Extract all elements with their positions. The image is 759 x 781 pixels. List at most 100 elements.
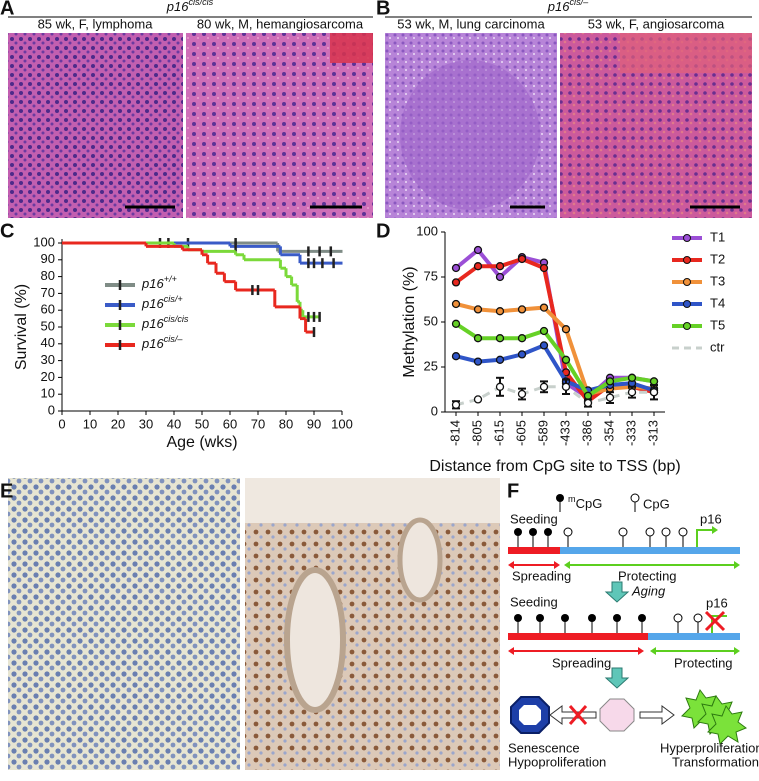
y-tick-label: 0	[48, 402, 55, 417]
y-tick-label: 80	[41, 268, 55, 283]
spreading-label: Spreading	[512, 568, 571, 583]
outcome-label: Hypoproliferation	[508, 754, 606, 769]
series-line	[454, 322, 655, 399]
legend-label: p16cis/cis	[141, 314, 189, 331]
x-tick-label: -313	[645, 420, 660, 446]
survival-curve	[62, 241, 316, 338]
y-tick-label: 30	[41, 352, 55, 367]
legend-label: T4	[710, 295, 725, 310]
seeding-label: Seeding	[510, 511, 558, 526]
data-point	[495, 334, 505, 343]
data-point	[473, 262, 483, 271]
data-point	[451, 299, 461, 309]
x-tick-label: -605	[513, 420, 528, 446]
y-axis-label: Methylation (%)	[401, 266, 418, 377]
data-point	[539, 341, 549, 350]
protecting-label: Protecting	[674, 655, 733, 670]
outcome-label: Senescence	[508, 740, 580, 755]
x-axis-label: Age (wks)	[166, 434, 237, 451]
y-tick-label: 20	[41, 369, 55, 384]
outcome-label: Hyperproliferation	[660, 740, 759, 755]
data-point	[517, 350, 527, 359]
aging-label: Aging	[631, 583, 666, 598]
outcome-label: Transformation	[672, 754, 759, 769]
data-point	[539, 326, 549, 336]
data-point	[561, 355, 571, 364]
genotype-title: p16cis/cis	[166, 0, 214, 14]
legend-marker	[683, 256, 691, 264]
ihc-detail	[284, 567, 346, 713]
x-tick-label: 100	[331, 416, 353, 431]
y-tick-label: 60	[41, 302, 55, 317]
y-tick-label: 70	[41, 285, 55, 300]
x-tick-label: 20	[111, 416, 125, 431]
legend-marker	[683, 322, 691, 330]
data-point	[473, 305, 483, 314]
legend-label: p16cis/–	[141, 334, 183, 351]
data-point	[605, 377, 615, 386]
x-tick-label: -805	[469, 420, 484, 446]
legend-label: p16cis/+	[141, 294, 183, 311]
x-tick-label: -433	[557, 420, 572, 446]
x-tick-label: 80	[279, 416, 293, 431]
x-tick-label: -386	[579, 420, 594, 446]
panel-label: A	[0, 0, 14, 19]
data-point	[451, 352, 461, 361]
data-point	[539, 382, 549, 391]
legend-label: T5	[710, 317, 725, 332]
y-tick-label: 10	[41, 386, 55, 401]
data-point	[473, 357, 483, 366]
panel-label: C	[0, 220, 14, 242]
x-tick-label: 10	[83, 416, 97, 431]
x-axis-label: Distance from CpG site to TSS (bp)	[429, 458, 680, 475]
x-tick-label: -814	[447, 420, 462, 446]
data-point	[649, 388, 659, 397]
legend-marker	[683, 278, 691, 286]
legend-marker	[683, 234, 691, 242]
data-point	[539, 303, 549, 312]
y-tick-label: 40	[41, 335, 55, 350]
data-point	[517, 305, 527, 314]
data-point	[473, 395, 483, 404]
data-point	[495, 262, 505, 271]
series-line	[455, 385, 654, 407]
x-tick-label: 60	[223, 416, 237, 431]
series-line	[455, 342, 655, 393]
y-tick-label: 25	[424, 358, 438, 373]
image-caption: 80 wk, M, hemangiosarcoma	[197, 16, 364, 31]
y-tick-label: 90	[41, 251, 55, 266]
gene-label: p16	[706, 595, 728, 610]
data-point	[605, 393, 615, 402]
legend-label: ctr	[710, 339, 725, 354]
x-tick-label: -333	[623, 420, 638, 446]
diagram-shapes	[508, 493, 748, 746]
data-point	[517, 389, 527, 399]
y-tick-label: 100	[416, 223, 438, 238]
y-tick-label: 0	[431, 403, 438, 418]
data-point	[649, 377, 659, 386]
x-tick-label: 50	[195, 416, 209, 431]
ihc-detail	[245, 478, 500, 523]
ihc-detail	[397, 517, 443, 603]
y-tick-label: 100	[33, 234, 55, 249]
legend-label: p16+/+	[141, 274, 177, 291]
panel-label: F	[507, 480, 519, 502]
histology-detail	[330, 33, 373, 63]
data-point	[495, 355, 505, 364]
data-point	[473, 334, 483, 343]
data-point	[583, 391, 593, 400]
ihc-image	[8, 478, 240, 770]
x-tick-label: 70	[251, 416, 265, 431]
data-point	[561, 382, 571, 391]
x-tick-label: 30	[139, 416, 153, 431]
legend-label: T1	[710, 229, 725, 244]
protecting-label: Protecting	[618, 568, 677, 583]
data-point	[583, 398, 593, 408]
x-tick-label: 90	[307, 416, 321, 431]
data-point	[627, 388, 637, 397]
y-tick-label: 75	[424, 268, 438, 283]
x-tick-label: 0	[58, 416, 65, 431]
data-point	[517, 254, 527, 264]
data-point	[495, 272, 505, 282]
